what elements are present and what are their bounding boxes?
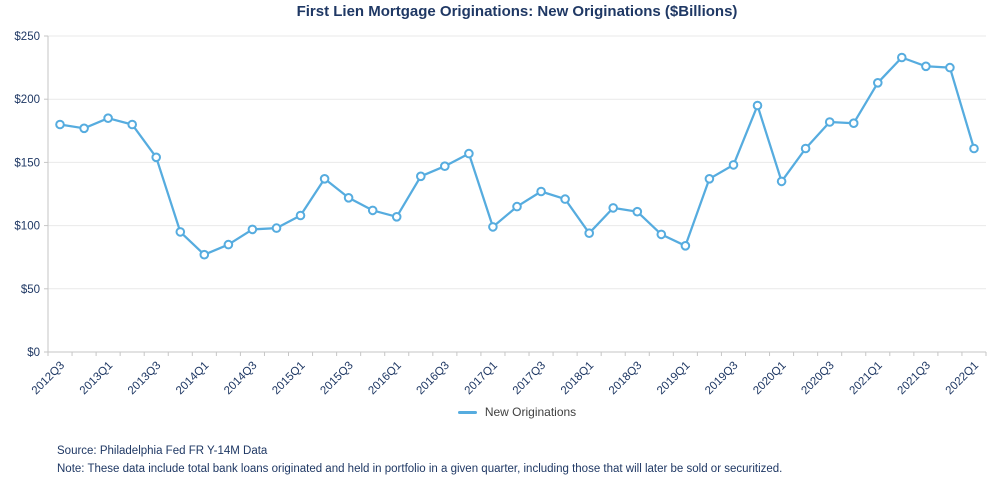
data-point [897,52,907,63]
data-point [656,229,667,240]
x-axis-label: 2016Q1 [366,360,403,397]
data-point [271,223,282,233]
data-point [79,123,89,134]
data-point [295,210,306,221]
data-point [776,176,787,187]
x-axis-label: 2015Q3 [318,360,355,397]
y-axis-label: $100 [14,221,40,233]
data-point [319,174,330,184]
x-axis-label: 2018Q1 [559,360,596,397]
x-axis-label: 2016Q3 [415,360,452,397]
data-point [824,117,835,127]
x-axis-label: 2018Q3 [607,360,644,397]
x-axis-label: 2019Q3 [703,360,740,397]
data-point [464,148,474,159]
data-point [512,201,522,212]
data-point [921,61,931,72]
data-point [175,227,186,237]
data-point [752,100,763,111]
data-point [416,171,426,182]
source-note: Source: Philadelphia Fed FR Y-14M Data [57,445,268,457]
x-axis-label: 2013Q1 [78,360,115,397]
y-axis-label: $50 [21,284,40,296]
x-axis-label: 2014Q1 [174,360,211,397]
y-axis-label: $0 [27,347,40,359]
data-point [969,143,979,154]
y-axis-label: $250 [14,31,40,43]
data-point [584,228,595,238]
x-axis-label: 2014Q3 [222,360,259,397]
x-axis-label: 2020Q3 [799,360,836,397]
legend-line-swatch [457,410,477,414]
data-point [873,78,883,88]
data-point [391,212,402,222]
data-point [848,118,859,128]
data-point [728,160,739,170]
data-point [536,186,546,197]
data-point [800,143,811,154]
data-point [223,239,234,250]
x-axis-label: 2017Q3 [511,360,548,397]
data-point [127,119,137,130]
x-axis-label: 2015Q1 [270,360,307,397]
chart-title: First Lien Mortgage Originations: New Or… [296,3,738,20]
data-point [247,224,258,235]
data-point [199,249,210,260]
x-axis-label: 2012Q3 [30,360,67,397]
y-axis-label: $150 [14,157,40,169]
data-point [608,203,619,213]
x-axis-label: 2021Q3 [896,360,933,397]
data-point [704,174,715,184]
legend: New Originations [48,405,986,419]
x-axis-label: 2020Q1 [751,360,788,397]
x-axis-label: 2022Q1 [944,360,981,397]
data-point [103,113,113,123]
data-point [488,222,498,232]
legend-label: New Originations [484,405,577,419]
data-note: Note: These data include total bank loan… [57,463,783,475]
data-point [632,206,643,217]
x-axis-label: 2013Q3 [126,360,163,397]
data-point [440,161,450,171]
data-point [680,241,691,251]
data-point [367,205,378,216]
data-point [343,193,354,203]
x-axis-label: 2021Q1 [847,360,884,397]
data-point [560,194,570,204]
x-axis-label: 2017Q1 [463,360,500,397]
data-point [945,62,955,73]
x-axis-label: 2019Q1 [655,360,692,397]
data-point [55,119,65,130]
data-point [151,152,161,163]
y-axis-label: $200 [14,94,40,106]
